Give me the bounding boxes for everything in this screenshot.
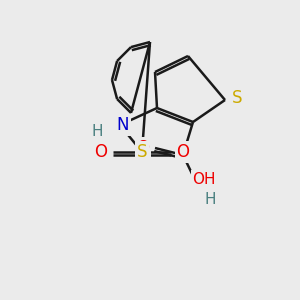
- Text: H: H: [204, 193, 216, 208]
- Text: OH: OH: [192, 172, 216, 187]
- Text: H: H: [91, 124, 103, 140]
- Text: O: O: [94, 143, 107, 161]
- Text: S: S: [232, 89, 242, 107]
- Text: S: S: [137, 143, 147, 161]
- Text: O: O: [136, 139, 149, 157]
- Text: O: O: [176, 143, 190, 161]
- Text: N: N: [117, 116, 129, 134]
